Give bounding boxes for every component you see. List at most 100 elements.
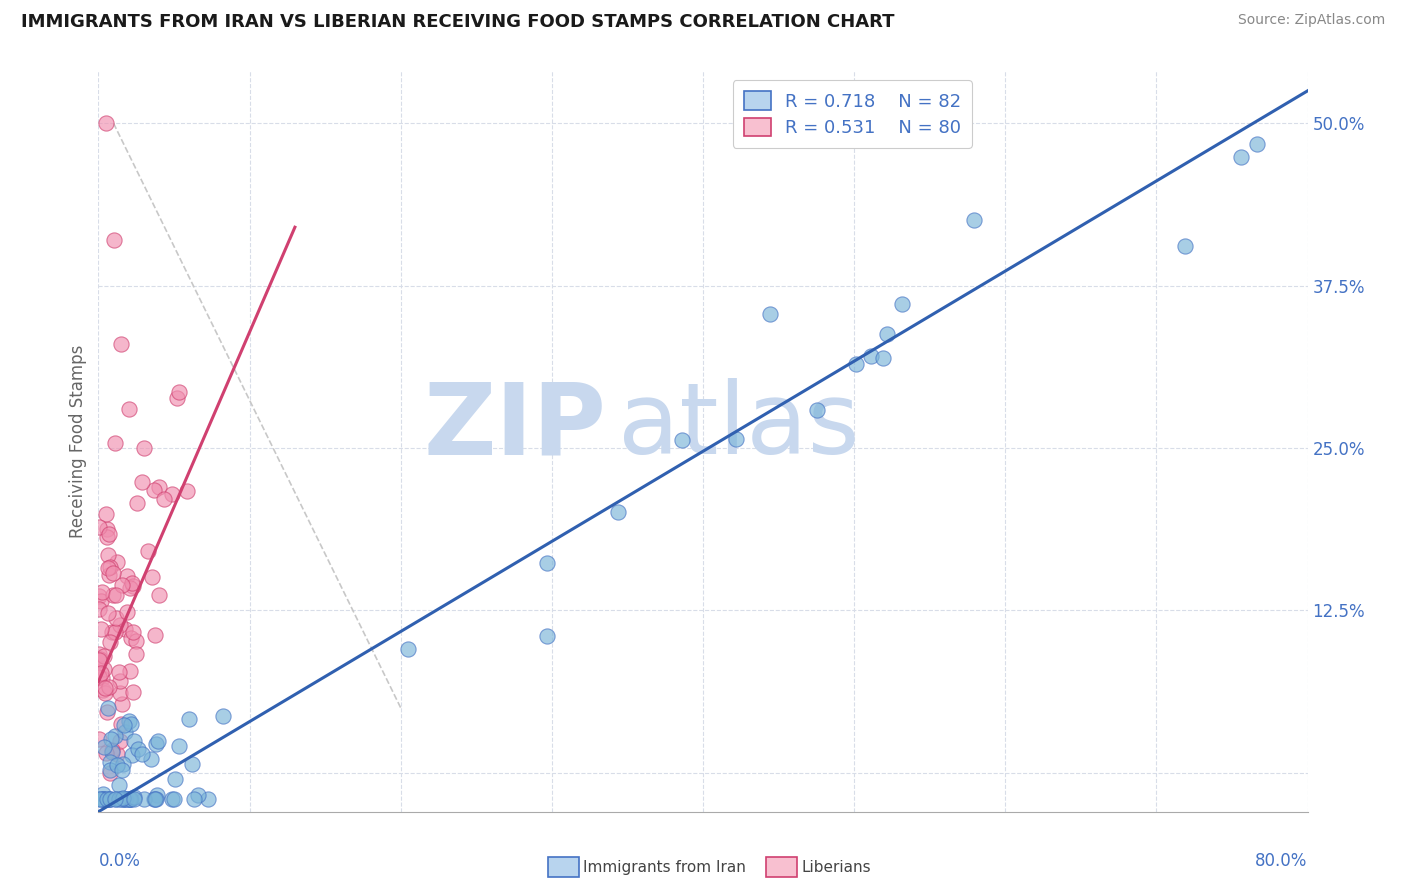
Point bbox=[90, 594, 112, 608]
Point bbox=[118, 581, 141, 595]
Point bbox=[97, 526, 120, 541]
Point bbox=[91, 671, 114, 685]
Point bbox=[118, 791, 141, 805]
Point bbox=[112, 791, 135, 805]
Point bbox=[104, 436, 127, 450]
Point bbox=[162, 791, 184, 805]
Point bbox=[187, 788, 209, 802]
Point bbox=[180, 756, 202, 771]
Point bbox=[108, 618, 131, 632]
Point bbox=[177, 712, 200, 726]
Point bbox=[876, 326, 898, 341]
Point bbox=[114, 622, 136, 636]
Point bbox=[111, 764, 134, 778]
Point bbox=[89, 732, 111, 747]
Text: atlas: atlas bbox=[619, 378, 860, 475]
Point bbox=[143, 791, 166, 805]
Point bbox=[125, 634, 148, 648]
Point bbox=[845, 357, 868, 371]
Point bbox=[114, 791, 136, 805]
Point bbox=[105, 791, 128, 805]
Point bbox=[90, 622, 112, 636]
Point bbox=[122, 684, 145, 698]
Point bbox=[167, 385, 190, 400]
Point bbox=[143, 628, 166, 642]
Point bbox=[132, 791, 155, 805]
Point bbox=[104, 624, 127, 639]
Point bbox=[93, 791, 115, 805]
Point bbox=[118, 791, 141, 805]
Point bbox=[87, 648, 110, 662]
Point bbox=[139, 752, 162, 766]
Point bbox=[104, 611, 127, 625]
Point bbox=[98, 559, 121, 574]
Point bbox=[103, 588, 125, 602]
Point bbox=[121, 624, 143, 639]
Point bbox=[872, 351, 894, 366]
Point bbox=[98, 765, 121, 780]
Point bbox=[101, 743, 124, 757]
Point bbox=[121, 575, 143, 590]
Point bbox=[93, 740, 115, 755]
Text: Liberians: Liberians bbox=[801, 860, 872, 874]
Point bbox=[111, 790, 134, 805]
Point bbox=[1230, 150, 1253, 164]
Point bbox=[131, 747, 153, 761]
Point bbox=[98, 635, 121, 649]
Point bbox=[94, 508, 117, 522]
Point bbox=[1174, 238, 1197, 252]
Point bbox=[100, 731, 122, 746]
Point bbox=[759, 307, 782, 321]
Point bbox=[101, 625, 124, 640]
Point bbox=[94, 681, 117, 695]
Point bbox=[96, 530, 118, 544]
Point bbox=[127, 741, 149, 756]
Point bbox=[163, 772, 186, 787]
Point bbox=[671, 434, 693, 448]
Point bbox=[120, 791, 142, 805]
Point bbox=[98, 791, 121, 805]
Point bbox=[103, 233, 125, 247]
Point bbox=[122, 734, 145, 748]
Point bbox=[96, 522, 118, 536]
Text: Source: ZipAtlas.com: Source: ZipAtlas.com bbox=[1237, 13, 1385, 28]
Point bbox=[111, 578, 134, 592]
Point bbox=[98, 763, 121, 777]
Point bbox=[122, 790, 145, 805]
Text: 80.0%: 80.0% bbox=[1256, 853, 1308, 871]
Point bbox=[91, 585, 114, 599]
Point bbox=[132, 441, 155, 455]
Point bbox=[105, 555, 128, 569]
Point bbox=[145, 791, 167, 805]
Point bbox=[97, 701, 120, 715]
Point bbox=[97, 680, 120, 694]
Point bbox=[93, 686, 115, 700]
Point bbox=[114, 725, 136, 739]
Point bbox=[108, 733, 131, 747]
Point bbox=[122, 791, 145, 805]
Point bbox=[725, 432, 748, 446]
Point bbox=[806, 403, 828, 417]
Point bbox=[98, 791, 121, 805]
Point bbox=[118, 402, 141, 417]
Point bbox=[125, 647, 148, 661]
Point bbox=[148, 589, 170, 603]
Point bbox=[142, 791, 165, 805]
Point bbox=[94, 116, 117, 130]
Y-axis label: Receiving Food Stamps: Receiving Food Stamps bbox=[69, 345, 87, 538]
Point bbox=[398, 642, 420, 657]
Point bbox=[166, 391, 188, 405]
Point bbox=[120, 717, 142, 731]
Point bbox=[110, 337, 132, 351]
Point bbox=[110, 791, 132, 805]
Point bbox=[118, 791, 141, 805]
Point bbox=[536, 556, 558, 570]
Point bbox=[136, 544, 159, 558]
Point bbox=[97, 791, 120, 805]
Point bbox=[89, 791, 111, 805]
Point bbox=[87, 602, 110, 616]
Point bbox=[108, 686, 131, 700]
Point bbox=[97, 791, 120, 805]
Point bbox=[118, 665, 141, 679]
Point bbox=[89, 670, 111, 684]
